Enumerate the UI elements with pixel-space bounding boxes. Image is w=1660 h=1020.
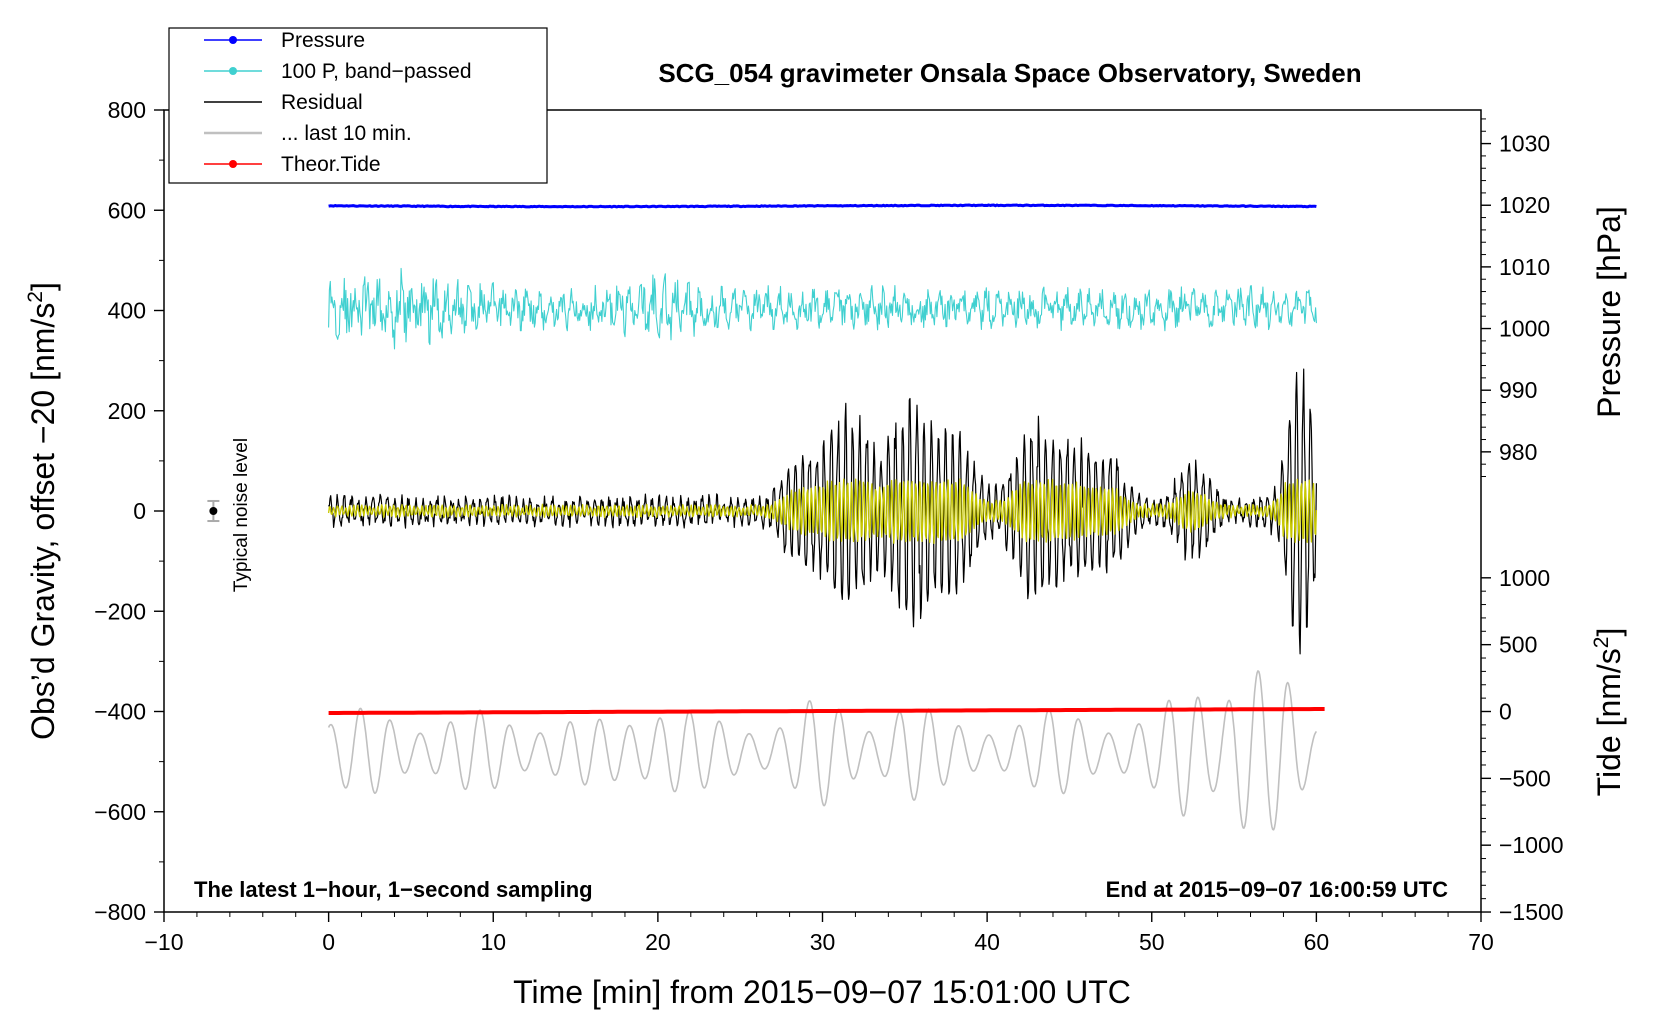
x-tick-label: 70 [1468, 929, 1494, 955]
series-layer [327, 203, 1325, 831]
pressure-tick-label: 1020 [1499, 192, 1550, 218]
y-left-tick-label: 200 [108, 398, 146, 424]
noise-level-label: Typical noise level [231, 438, 252, 592]
y-left-tick-label: 600 [108, 197, 146, 223]
noise-level-marker [207, 499, 220, 523]
y-axis-title-left: Obs’d Gravity, offset −20 [nm/s2] [24, 282, 61, 740]
tide-tick-label: −1500 [1499, 899, 1564, 925]
y-left-tick-label: 800 [108, 97, 146, 123]
axes: −10 0 10 20 30 40 50 60 708006004002000−200−400−… [94, 97, 1563, 955]
tide-tick-label: −500 [1499, 765, 1551, 791]
y-left-tick-label: −800 [94, 899, 146, 925]
tide-tick-label: −1000 [1499, 832, 1564, 858]
x-tick-label: 20 [645, 929, 671, 955]
tide-tick-label: 1000 [1499, 565, 1550, 591]
pressure-tick-label: 1030 [1499, 131, 1550, 157]
x-axis-title: Time [min] from 2015−09−07 15:01:00 UTC [513, 974, 1131, 1010]
pressure-tick-label: 990 [1499, 377, 1537, 403]
x-tick-label: 30 [810, 929, 836, 955]
bandpassed-pressure-series [328, 267, 1317, 350]
legend-label: Residual [281, 91, 363, 114]
chart-title: SCG_054 gravimeter Onsala Space Observat… [658, 58, 1361, 88]
y-axis-title-pressure: Pressure [hPa] [1591, 206, 1627, 418]
x-tick-label: 50 [1139, 929, 1165, 955]
pressure-tick-label: 980 [1499, 439, 1537, 465]
tide-tick-label: 500 [1499, 632, 1537, 658]
pressure-tick-label: 1000 [1499, 316, 1550, 342]
legend-label: 100 P, band−passed [281, 60, 472, 83]
pressure-series [328, 203, 1317, 209]
y-axis-title-tide: Tide [nm/s2] [1590, 628, 1627, 797]
x-tick-label: −10 [144, 929, 183, 955]
y-left-tick-label: −600 [94, 799, 146, 825]
theoretical-tide-series [328, 707, 1325, 715]
last-10-min-series [327, 670, 1318, 831]
legend-label: Theor.Tide [281, 153, 381, 176]
y-left-tick-label: 0 [133, 498, 146, 524]
y-left-tick-label: −400 [94, 699, 146, 725]
y-left-tick-label: 400 [108, 298, 146, 324]
legend-label: ... last 10 min. [281, 122, 412, 145]
residual-filtered-series [327, 478, 1318, 545]
noise-point [209, 507, 218, 515]
legend-box [168, 27, 548, 184]
tide-tick-label: 0 [1499, 699, 1512, 725]
x-tick-label: 40 [974, 929, 1000, 955]
x-tick-label: 0 [322, 929, 335, 955]
note-left: The latest 1−hour, 1−second sampling [194, 877, 593, 902]
legend: Pressure 100 P, band−passed Residual ... la… [168, 27, 548, 184]
y-axis-left-superscript: 2 [24, 291, 47, 303]
legend-marker [229, 160, 237, 168]
note-right: End at 2015−09−07 16:00:59 UTC [1106, 877, 1449, 902]
legend-marker [229, 36, 237, 44]
legend-label: Pressure [281, 29, 365, 52]
x-tick-label: 60 [1304, 929, 1330, 955]
legend-marker [229, 67, 237, 75]
x-tick-label: 10 [480, 929, 506, 955]
y-axis-tide-superscript: 2 [1590, 637, 1613, 649]
pressure-tick-label: 1010 [1499, 254, 1550, 280]
y-left-tick-label: −200 [94, 598, 146, 624]
